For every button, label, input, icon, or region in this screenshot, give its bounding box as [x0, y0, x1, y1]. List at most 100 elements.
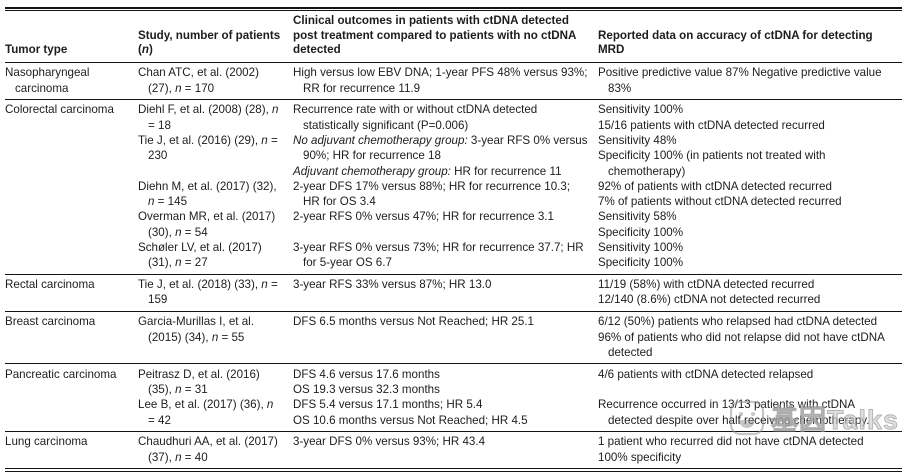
- tumor-type-cell: Lung carcinoma: [5, 435, 88, 449]
- study-entry: Chaudhuri AA, et al. (2017) (37), n = 40…: [138, 434, 902, 465]
- header-study-suffix: ): [148, 43, 153, 57]
- study-entry: Chan ATC, et al. (2002) (27), n = 170 Hig…: [138, 65, 902, 96]
- study-cell: Overman MR, et al. (2017) (30), n = 54: [138, 209, 293, 240]
- n-equals: =: [181, 81, 195, 95]
- n-equals: =: [148, 413, 158, 427]
- table-section: Breast carcinoma Garcia-Murillas I, et al…: [5, 312, 902, 363]
- study-comma: ,: [254, 278, 262, 292]
- study-cell: Chan ATC, et al. (2002) (27), n = 170: [138, 65, 293, 96]
- accuracy-paragraph: 7% of patients without ctDNA detected re…: [598, 195, 842, 209]
- outcome-paragraph: OS 10.6 months versus Not Reached; HR 4.…: [293, 413, 588, 428]
- n-italic: n: [211, 330, 219, 344]
- outcome-paragraph: DFS 5.4 versus 17.1 months; HR 5.4: [293, 397, 588, 412]
- outcomes-cell: 2-year RFS 0% versus 47%; HR for recurre…: [293, 209, 598, 240]
- study-cell: Tie J, et al. (2016) (29), n = 230: [138, 133, 293, 179]
- outcome-paragraph: OS 19.3 versus 32.3 months: [293, 382, 588, 397]
- n-equals: =: [181, 382, 195, 396]
- study-entry: Lee B, et al. (2017) (36), n = 42 DFS 5.4…: [138, 397, 902, 428]
- n-italic: n: [261, 278, 268, 292]
- accuracy-paragraph: Specificity 100%: [598, 256, 684, 270]
- accuracy-cell: Positive predictive value 87% Negative p…: [598, 65, 902, 96]
- n-equals: =: [181, 256, 195, 270]
- section-divider-rule: [5, 430, 902, 432]
- study-entry: Overman MR, et al. (2017) (30), n = 54 2-…: [138, 209, 902, 240]
- outcome-paragraph: 2-year RFS 0% versus 47%; HR for recurre…: [293, 209, 588, 224]
- outcome-paragraph: DFS 6.5 months versus Not Reached; HR 25…: [293, 314, 588, 329]
- n-italic: n: [148, 195, 155, 209]
- study-citation: Overman MR, et al. (2017) (30): [138, 210, 276, 239]
- study-entry: Garcia-Murillas I, et al. (2015) (34), n…: [138, 314, 902, 360]
- outcomes-cell: DFS 4.6 versus 17.6 months OS 19.3 versus…: [293, 367, 598, 398]
- outcomes-cell: 2-year DFS 17% versus 88%; HR for recurr…: [293, 179, 598, 210]
- outcome-text: DFS 5.4 versus 17.1 months; HR 5.4: [293, 398, 483, 412]
- accuracy-paragraph: Sensitivity 48%: [598, 133, 677, 147]
- outcome-text: 2-year DFS 17% versus 88%; HR for recurr…: [293, 179, 571, 209]
- study-comma: ,: [205, 330, 212, 344]
- study-cell: Diehn M, et al. (2017) (32), n = 145: [138, 179, 293, 210]
- accuracy-cell: Sensitivity 100% Specificity 100%: [598, 240, 902, 271]
- accuracy-cell: Sensitivity 100% 15/16 patients with ctDN…: [598, 102, 902, 133]
- outcome-paragraph: Adjuvant chemotherapy group: HR for recu…: [293, 164, 588, 179]
- study-cell: Diehl F, et al. (2008) (28), n = 18: [138, 102, 293, 133]
- header-study: Study, number of patients (n): [138, 29, 293, 58]
- tumor-type-cell: Rectal carcinoma: [5, 278, 95, 292]
- study-comma: ,: [168, 225, 176, 239]
- section-entries: Chan ATC, et al. (2002) (27), n = 170 Hig…: [138, 65, 902, 96]
- outcomes-cell: 3-year RFS 0% versus 73%; HR for recurre…: [293, 240, 598, 271]
- study-comma: ,: [265, 103, 273, 117]
- accuracy-cell: 92% of patients with ctDNA detected recu…: [598, 179, 902, 210]
- study-citation: Peitrasz D, et al. (2016) (35): [138, 367, 260, 396]
- outcome-text: 3-year RFS 0% versus 73%; HR for recurre…: [293, 241, 584, 270]
- outcomes-cell: 3-year RFS 33% versus 87%; HR 13.0: [293, 277, 598, 308]
- outcomes-cell: DFS 6.5 months versus Not Reached; HR 25…: [293, 314, 598, 360]
- study-entry: Tie J, et al. (2016) (29), n = 230 No adj…: [138, 133, 902, 179]
- accuracy-paragraph: Positive predictive value 87% Negative p…: [598, 66, 882, 95]
- section-entries: Tie J, et al. (2018) (33), n = 159 3-year…: [138, 277, 902, 308]
- study-comma: ,: [168, 256, 176, 270]
- outcome-text: DFS 6.5 months versus Not Reached; HR 25…: [293, 315, 535, 329]
- tumor-type-cell: Colorectal carcinoma: [5, 103, 114, 117]
- table-section: Pancreatic carcinoma Peitrasz D, et al. (…: [5, 364, 902, 431]
- table-header-row: Tumor type Study, number of patients (n)…: [5, 11, 902, 62]
- accuracy-cell: 6/12 (50%) patients who relapsed had ctD…: [598, 314, 902, 360]
- outcomes-cell: Recurrence rate with or without ctDNA de…: [293, 102, 598, 133]
- n-italic: n: [175, 256, 182, 270]
- study-cell: Tie J, et al. (2018) (33), n = 159: [138, 277, 293, 308]
- accuracy-paragraph: 92% of patients with ctDNA detected recu…: [598, 179, 832, 193]
- study-cell: Chaudhuri AA, et al. (2017) (37), n = 40: [138, 434, 293, 465]
- outcome-text: OS 10.6 months versus Not Reached; HR 4.…: [293, 413, 528, 427]
- section-divider-rule: [5, 273, 902, 275]
- study-citation: Chaudhuri AA, et al. (2017) (37): [138, 435, 278, 464]
- header-study-label: Study, number of patients (: [138, 28, 281, 57]
- outcome-paragraph: No adjuvant chemotherapy group: 3-year R…: [293, 133, 588, 164]
- accuracy-paragraph: 12/140 (8.6%) ctDNA not detected recurre…: [598, 293, 821, 307]
- section-divider-rule: [5, 310, 902, 312]
- study-comma: ,: [260, 398, 267, 412]
- header-accuracy-label: Reported data on accuracy of ctDNA for d…: [598, 28, 873, 57]
- n-equals: =: [267, 278, 278, 292]
- n-equals: =: [181, 450, 195, 464]
- accuracy-cell: 11/19 (58%) with ctDNA detected recurred…: [598, 277, 902, 308]
- table-section: Rectal carcinoma Tie J, et al. (2018) (33…: [5, 275, 902, 311]
- section-divider-rule: [5, 363, 902, 365]
- n-value: 31: [194, 382, 208, 396]
- n-italic: n: [175, 382, 182, 396]
- table-section: Lung carcinoma Chaudhuri AA, et al. (2017…: [5, 432, 902, 468]
- accuracy-paragraph: 6/12 (50%) patients who relapsed had ctD…: [598, 315, 878, 329]
- outcome-text: Recurrence rate with or without ctDNA de…: [293, 103, 538, 132]
- study-entry: Diehl F, et al. (2008) (28), n = 18 Recur…: [138, 102, 902, 133]
- study-citation: Tie J, et al. (2016) (29): [138, 133, 255, 147]
- accuracy-paragraph: Specificity 100%: [598, 225, 684, 239]
- table-section: Colorectal carcinoma Diehl F, et al. (200…: [5, 100, 902, 274]
- accuracy-paragraph: Sensitivity 100%: [598, 103, 684, 117]
- accuracy-cell: Sensitivity 48% Specificity 100% (in pati…: [598, 133, 902, 179]
- outcome-paragraph: 3-year RFS 33% versus 87%; HR 13.0: [293, 277, 588, 292]
- study-comma: ,: [168, 382, 176, 396]
- n-italic: n: [272, 103, 279, 117]
- study-citation: Diehl F, et al. (2008) (28): [138, 103, 266, 117]
- table-bottom-rule: [5, 467, 902, 472]
- study-comma: ,: [168, 81, 176, 95]
- header-divider-rule: [5, 61, 902, 63]
- tumor-type-cell: Pancreatic carcinoma: [5, 367, 117, 381]
- study-comma: ,: [168, 450, 176, 464]
